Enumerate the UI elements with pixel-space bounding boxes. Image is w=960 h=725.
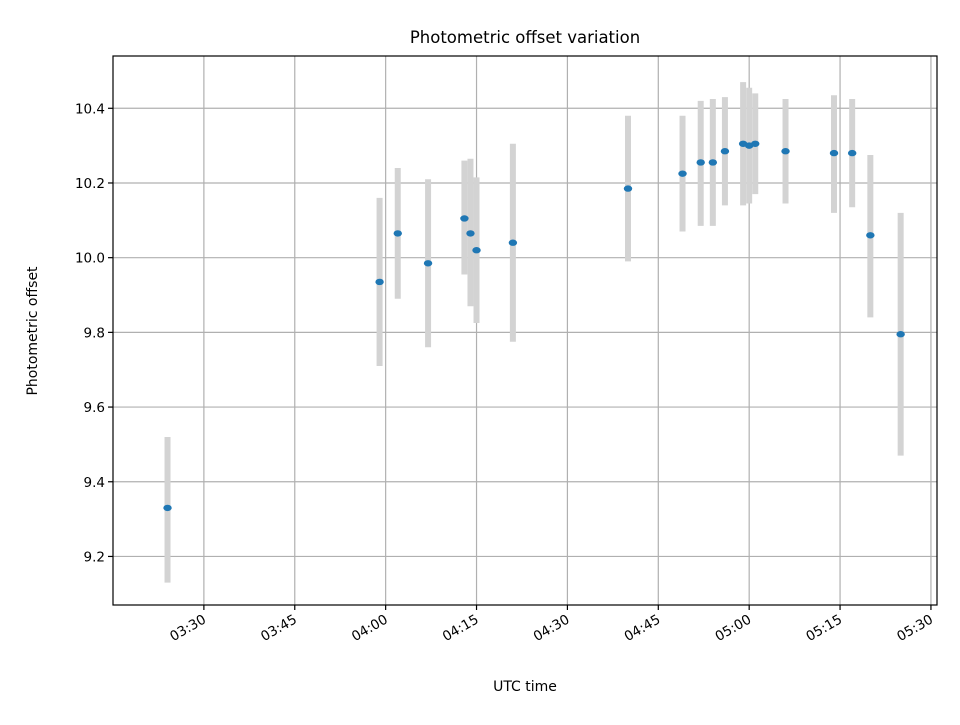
data-point bbox=[460, 215, 469, 222]
data-point bbox=[866, 232, 875, 239]
data-point bbox=[708, 159, 718, 166]
data-point bbox=[896, 331, 905, 338]
y-tick-label: 9.4 bbox=[84, 475, 105, 491]
data-point bbox=[423, 260, 433, 267]
y-tick-label: 9.8 bbox=[84, 325, 105, 341]
grid-layer bbox=[113, 56, 937, 605]
data-point bbox=[847, 149, 857, 157]
plot-frame bbox=[112, 55, 938, 606]
data-point bbox=[466, 230, 475, 237]
data-point bbox=[375, 278, 384, 286]
y-tick-label: 9.2 bbox=[84, 549, 105, 565]
x-axis-label: UTC time bbox=[493, 679, 557, 695]
y-tick-label: 10.4 bbox=[75, 101, 105, 117]
y-tick-label: 10.2 bbox=[75, 176, 105, 192]
y-axis-label: Photometric offset bbox=[25, 266, 41, 396]
data-point bbox=[678, 170, 687, 177]
data-point bbox=[696, 159, 705, 166]
data-point bbox=[751, 140, 760, 147]
chart-title: Photometric offset variation bbox=[410, 28, 640, 47]
y-tick-label: 10.0 bbox=[75, 251, 105, 267]
data-point bbox=[508, 239, 518, 246]
data-point bbox=[623, 185, 633, 192]
y-tick-label: 9.6 bbox=[84, 400, 105, 416]
data-point bbox=[393, 230, 402, 237]
data-point bbox=[163, 504, 172, 512]
data-point bbox=[720, 148, 730, 155]
data-point bbox=[472, 247, 481, 254]
data-point bbox=[781, 148, 790, 155]
marker-layer bbox=[163, 140, 905, 512]
data-point bbox=[829, 149, 839, 157]
